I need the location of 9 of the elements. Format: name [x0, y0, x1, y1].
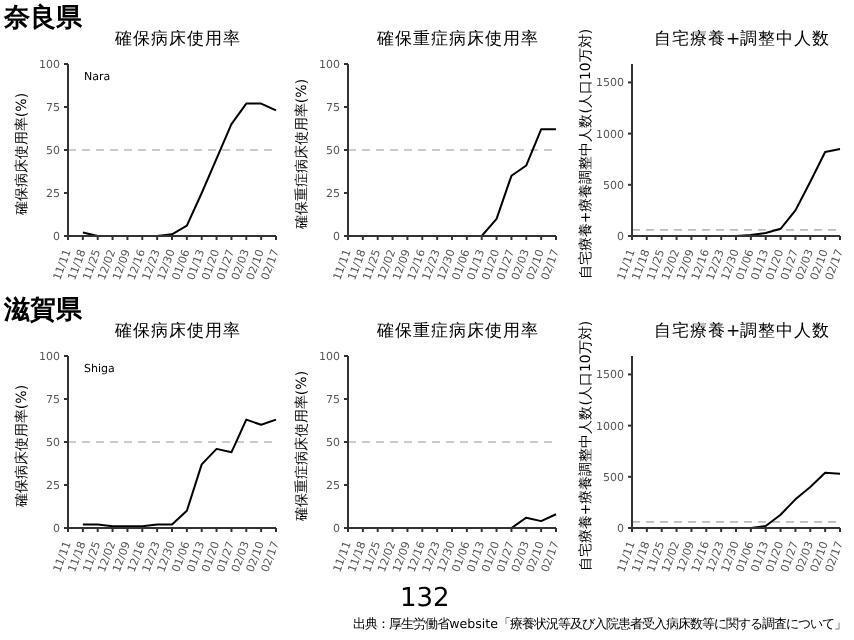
chart-subtitle: 確保重症病床使用率: [375, 28, 541, 52]
chart-subtitle: 確保病床使用率: [115, 322, 241, 342]
text: 132: [400, 584, 450, 614]
chart-subtitle: 確保重症病床使用率: [375, 320, 541, 344]
chart-subtitle: 確保病床使用率: [115, 30, 241, 50]
chart-title: 奈良県: [4, 1, 82, 36]
chart-title: 滋賀県: [4, 294, 82, 328]
chart-subtitle: 自宅療養+調整中人数: [651, 28, 833, 52]
chart-subtitle: 自宅療養+調整中人数: [651, 320, 833, 344]
